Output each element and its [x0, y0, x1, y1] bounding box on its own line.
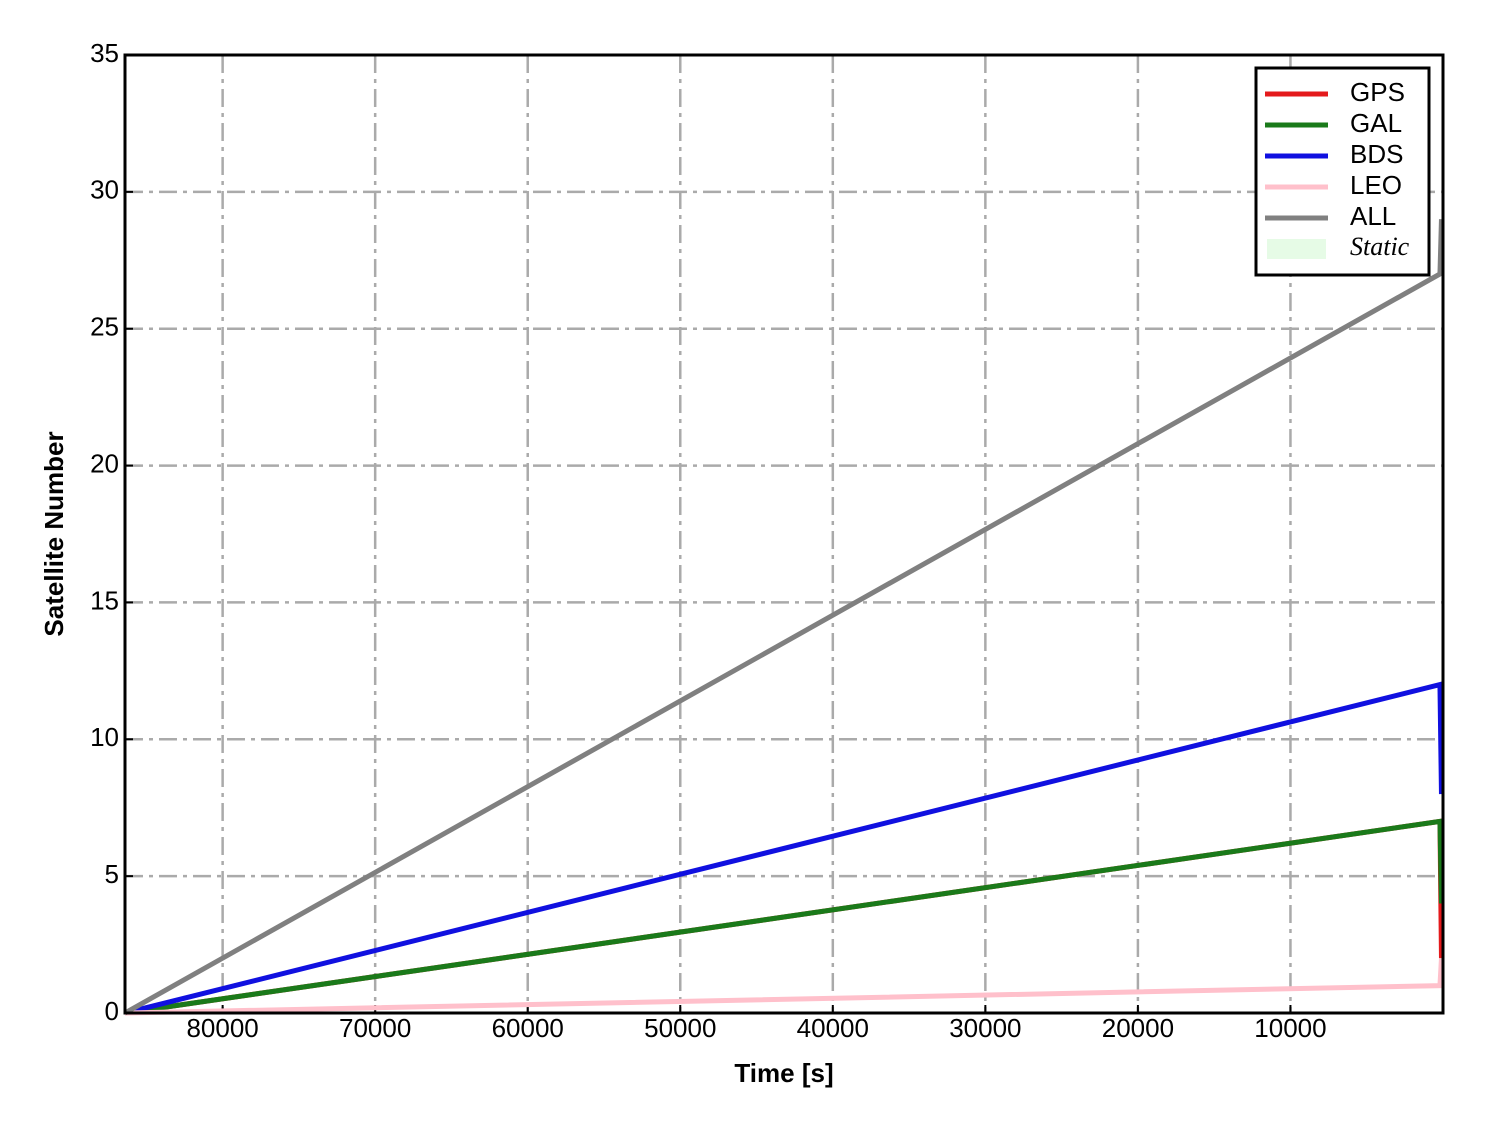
x-tick-label: 40000: [797, 1013, 869, 1043]
x-tick-label: 30000: [949, 1013, 1021, 1043]
legend-label: GPS: [1350, 77, 1405, 107]
line-series: [124, 681, 1444, 1016]
x-tick-label: 60000: [492, 1013, 564, 1043]
x-axis-label: Time [s]: [734, 1058, 833, 1088]
legend-label: ALL: [1350, 201, 1396, 231]
x-tick-label: 50000: [644, 1013, 716, 1043]
x-tick-label: 20000: [1102, 1013, 1174, 1043]
y-tick-label: 25: [90, 312, 119, 342]
legend-label: LEO: [1350, 170, 1402, 200]
legend-label: BDS: [1350, 139, 1403, 169]
y-tick-label: 35: [90, 38, 119, 68]
plot-frame: [123, 53, 1445, 1015]
y-axis-label: Satellite Number: [39, 431, 69, 636]
x-tick-label: 10000: [1254, 1013, 1326, 1043]
y-tick-label: 30: [90, 175, 119, 205]
legend-patch: [1267, 239, 1326, 259]
line-series: [123, 219, 1444, 1016]
legend-label: GAL: [1350, 108, 1402, 138]
x-tick-label: 80000: [186, 1013, 258, 1043]
legend-label: Static: [1350, 232, 1410, 261]
y-tick-label: 10: [90, 722, 119, 752]
x-tick-label: 70000: [339, 1013, 411, 1043]
line-series: [124, 958, 1444, 1016]
y-tick-label: 0: [105, 996, 119, 1026]
y-tick-label: 20: [90, 448, 119, 478]
legend-box: [1254, 66, 1431, 277]
y-tick-label: 5: [105, 859, 119, 889]
line-series: [124, 818, 1444, 1016]
y-tick-label: 15: [90, 585, 119, 615]
